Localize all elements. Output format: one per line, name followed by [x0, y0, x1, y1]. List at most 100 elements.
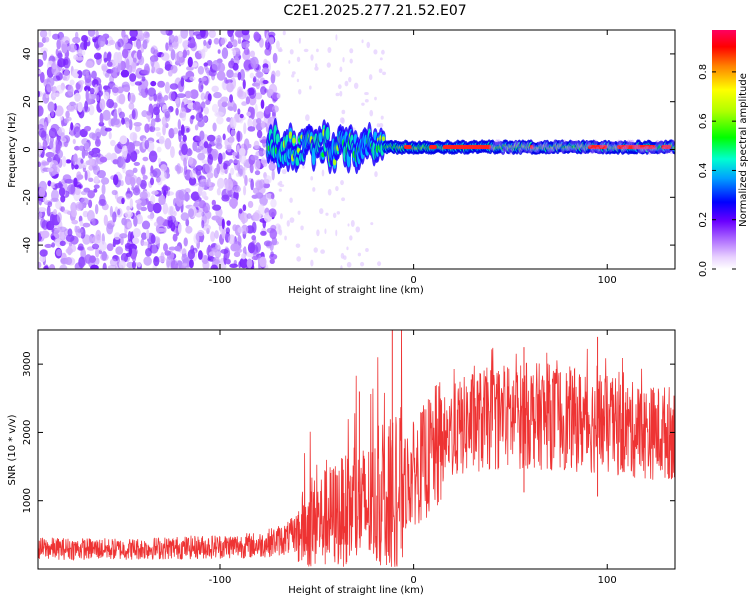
noise-blob — [56, 38, 61, 50]
signal-halo — [612, 144, 617, 151]
faint-blob — [277, 182, 280, 186]
noise-blob — [133, 122, 142, 127]
noise-blob — [74, 187, 81, 196]
signal-halo — [667, 143, 672, 150]
faint-blob — [350, 220, 355, 227]
noise-blob — [61, 42, 68, 54]
noise-blob — [216, 116, 224, 125]
signal-halo — [510, 145, 515, 152]
noise-blob — [211, 59, 221, 72]
noise-blob — [268, 208, 277, 218]
noise-blob — [76, 174, 84, 180]
noise-blob — [170, 260, 179, 269]
noise-blob — [53, 208, 58, 216]
snr-y-tick-label: 1000 — [22, 488, 33, 513]
noise-blob — [162, 108, 172, 115]
signal-halo — [554, 144, 559, 151]
noise-blob — [263, 182, 271, 189]
noise-blob — [129, 198, 134, 209]
noise-blob — [156, 216, 164, 226]
noise-blob — [112, 159, 119, 165]
noise-blob — [127, 231, 132, 243]
noise-blob — [270, 73, 276, 84]
noise-blob — [257, 203, 265, 216]
faint-blob — [369, 109, 374, 117]
snr-xlabel: Height of straight line (km) — [288, 585, 424, 596]
noise-blob — [242, 166, 246, 179]
faint-blob — [310, 259, 314, 267]
noise-blob — [38, 198, 43, 206]
signal-halo — [578, 141, 583, 148]
noise-blob — [206, 172, 214, 179]
signal-halo — [576, 143, 581, 150]
noise-blob — [134, 185, 140, 194]
noise-blob — [153, 49, 159, 58]
noise-blob — [96, 94, 100, 102]
noise-blob — [94, 128, 101, 140]
faint-blob — [380, 115, 384, 120]
signal-halo — [636, 143, 641, 150]
noise-blob — [43, 121, 48, 132]
noise-blob — [163, 243, 169, 252]
signal-halo — [628, 139, 633, 146]
noise-blob — [117, 38, 124, 48]
noise-blob — [121, 197, 125, 205]
noise-blob — [79, 220, 84, 227]
noise-blob — [263, 175, 272, 184]
noise-blob — [214, 230, 219, 239]
noise-blob — [48, 30, 52, 37]
noise-blob — [216, 137, 221, 143]
noise-blob — [137, 32, 145, 38]
noise-blob — [62, 174, 72, 182]
noise-blob — [67, 184, 76, 195]
noise-blob — [250, 56, 259, 69]
noise-blob — [216, 187, 221, 196]
noise-blob — [275, 40, 280, 50]
noise-blob — [90, 152, 99, 158]
noise-blob — [224, 169, 228, 175]
noise-blob — [188, 176, 197, 186]
noise-blob — [164, 81, 170, 94]
noise-blob — [197, 145, 204, 151]
noise-blob — [243, 47, 250, 56]
signal-halo — [570, 139, 575, 146]
faint-blob — [374, 171, 378, 178]
noise-blob — [154, 126, 161, 132]
noise-blob — [241, 30, 250, 36]
noise-blob — [103, 85, 109, 91]
noise-blob — [227, 41, 233, 49]
noise-blob — [205, 99, 211, 105]
noise-blob — [177, 119, 181, 130]
noise-blob — [117, 208, 121, 216]
signal-halo — [614, 145, 619, 152]
noise-blob — [142, 39, 148, 50]
noise-blob — [140, 232, 148, 240]
noise-blob — [188, 30, 195, 38]
faint-blob — [339, 117, 345, 124]
noise-blob — [141, 76, 146, 82]
noise-blob — [225, 79, 229, 84]
signal-halo — [634, 144, 639, 151]
noise-blob — [233, 251, 241, 258]
noise-blob — [226, 220, 231, 226]
noise-blob — [237, 108, 241, 115]
noise-blob — [167, 69, 173, 77]
spectrogram-y-tick-label: 20 — [22, 95, 33, 108]
noise-blob — [261, 120, 265, 129]
spectrogram-x-ticks: -100 0 100 — [209, 30, 617, 286]
noise-blob — [237, 35, 242, 44]
noise-blob — [112, 211, 117, 223]
noise-blob — [193, 31, 202, 36]
noise-blob — [149, 244, 159, 254]
faint-blob — [300, 225, 304, 231]
signal-mid — [325, 126, 330, 141]
noise-blob — [67, 104, 72, 111]
noise-blob — [95, 30, 99, 38]
signal-halo — [518, 147, 523, 154]
signal-halo — [653, 144, 658, 151]
noise-blob — [168, 246, 177, 251]
noise-blob — [89, 87, 95, 95]
noise-blob — [211, 103, 219, 113]
noise-blob — [113, 110, 118, 122]
noise-blob — [120, 236, 124, 246]
